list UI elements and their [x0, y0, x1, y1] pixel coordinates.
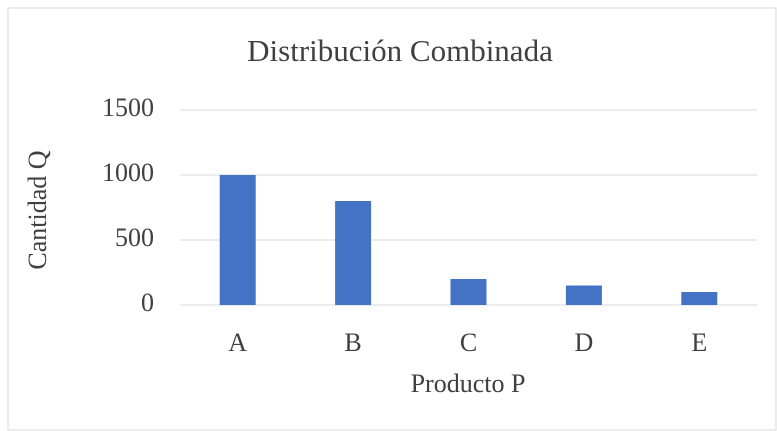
x-tick-label: C	[460, 328, 477, 357]
x-tick-label: B	[344, 328, 361, 357]
chart-title: Distribución Combinada	[247, 33, 553, 68]
y-tick-label: 1500	[102, 93, 154, 122]
bar	[335, 201, 372, 305]
y-axis-title: Cantidad Q	[23, 150, 52, 269]
x-tick-label: D	[575, 328, 594, 357]
chart-border	[7, 7, 777, 431]
y-tick-label: 1000	[102, 158, 154, 187]
x-axis-title: Producto P	[411, 369, 526, 398]
bar	[450, 279, 487, 305]
bar	[681, 292, 718, 305]
y-tick-label: 0	[141, 288, 154, 317]
bar	[219, 175, 256, 305]
x-tick-label: E	[691, 328, 707, 357]
bar	[565, 285, 602, 305]
x-tick-label: A	[228, 328, 247, 357]
y-tick-label: 500	[115, 223, 154, 252]
